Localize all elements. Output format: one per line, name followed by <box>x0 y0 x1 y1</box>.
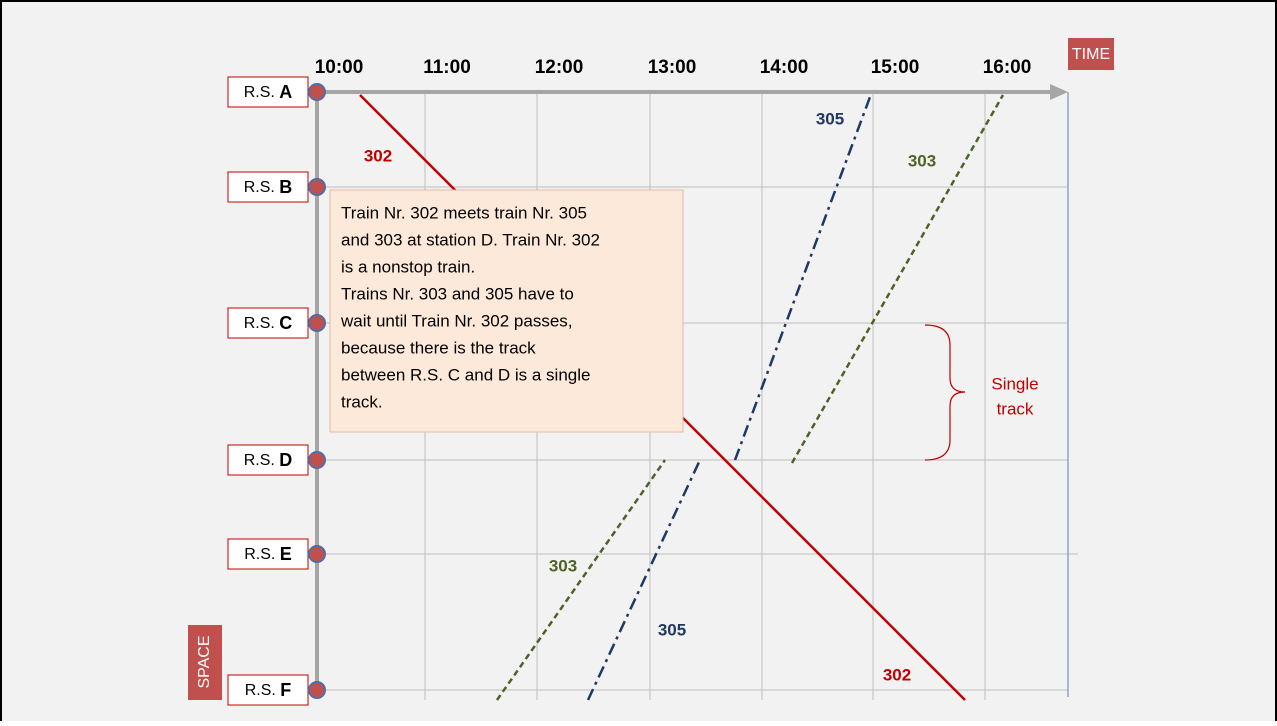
station-name: B <box>279 177 292 197</box>
station-dot <box>308 545 326 563</box>
station-prefix: R.S. <box>245 682 276 699</box>
space-axis-label: SPACE <box>196 635 213 688</box>
time-axis-label: TIME <box>1072 46 1110 63</box>
time-label: 13:00 <box>648 57 697 78</box>
station-name: D <box>279 450 292 470</box>
station-label: R.S. A <box>244 82 293 102</box>
train-305 <box>586 459 702 701</box>
train-label: 305 <box>658 620 686 639</box>
time-label: 12:00 <box>535 57 584 78</box>
note-line: and 303 at station D. Train Nr. 302 <box>341 230 600 249</box>
station-box <box>227 307 309 339</box>
station-label: R.S. D <box>244 450 293 470</box>
note-box <box>329 189 684 433</box>
note: Train Nr. 302 meets train Nr. 305 and 303… <box>340 203 600 411</box>
time-label: 10:00 <box>315 57 364 78</box>
time-label: 16:00 <box>983 57 1032 78</box>
note-line: is a nonstop train. <box>341 257 475 276</box>
stations: R.S. AR.S. BR.S. CR.S. DR.S. ER.S. F <box>227 76 326 706</box>
single-track-label: Single <box>991 374 1038 393</box>
note-line: because there is the track <box>341 338 536 357</box>
time-label: 11:00 <box>423 57 471 78</box>
time-label: 15:00 <box>871 57 920 78</box>
train-label: 305 <box>816 109 844 128</box>
station-label: R.S. E <box>244 544 292 564</box>
train-label: 303 <box>908 151 936 170</box>
station-prefix: R.S. <box>244 546 275 563</box>
station-box <box>227 674 309 706</box>
train-label: 302 <box>364 146 392 165</box>
note-line: track. <box>341 392 383 411</box>
time-box <box>1068 38 1114 70</box>
station-dot <box>308 451 326 469</box>
station-box <box>227 538 309 570</box>
station-box <box>227 444 309 476</box>
station-prefix: R.S. <box>244 452 275 469</box>
note-line: wait until Train Nr. 302 passes, <box>340 311 573 330</box>
brace <box>924 324 966 461</box>
station-name: F <box>280 680 291 700</box>
time-label: 14:00 <box>760 57 809 78</box>
space-box <box>188 625 222 700</box>
train-305 <box>733 96 872 461</box>
arrow-head <box>1050 84 1068 100</box>
station-name: C <box>279 313 292 333</box>
note-line: Train Nr. 302 meets train Nr. 305 <box>341 203 587 222</box>
train-303 <box>495 459 667 701</box>
single-track-label: track <box>997 399 1034 418</box>
train-label: 302 <box>883 665 911 684</box>
station-prefix: R.S. <box>244 179 275 196</box>
station-box <box>227 171 309 203</box>
train-303 <box>790 94 1005 464</box>
station-name: A <box>279 82 292 102</box>
station-label: R.S. C <box>244 313 293 333</box>
station-dot <box>308 178 326 196</box>
station-dot <box>308 83 326 101</box>
station-label: R.S. B <box>244 177 293 197</box>
station-prefix: R.S. <box>244 315 275 332</box>
note-line: between R.S. C and D is a single <box>341 365 590 384</box>
station-prefix: R.S. <box>244 84 275 101</box>
station-dot <box>308 314 326 332</box>
station-label: R.S. F <box>245 680 292 700</box>
note-line: Trains Nr. 303 and 305 have to <box>341 284 574 303</box>
train-label: 303 <box>549 556 577 575</box>
station-dot <box>308 681 326 699</box>
station-name: E <box>280 544 292 564</box>
